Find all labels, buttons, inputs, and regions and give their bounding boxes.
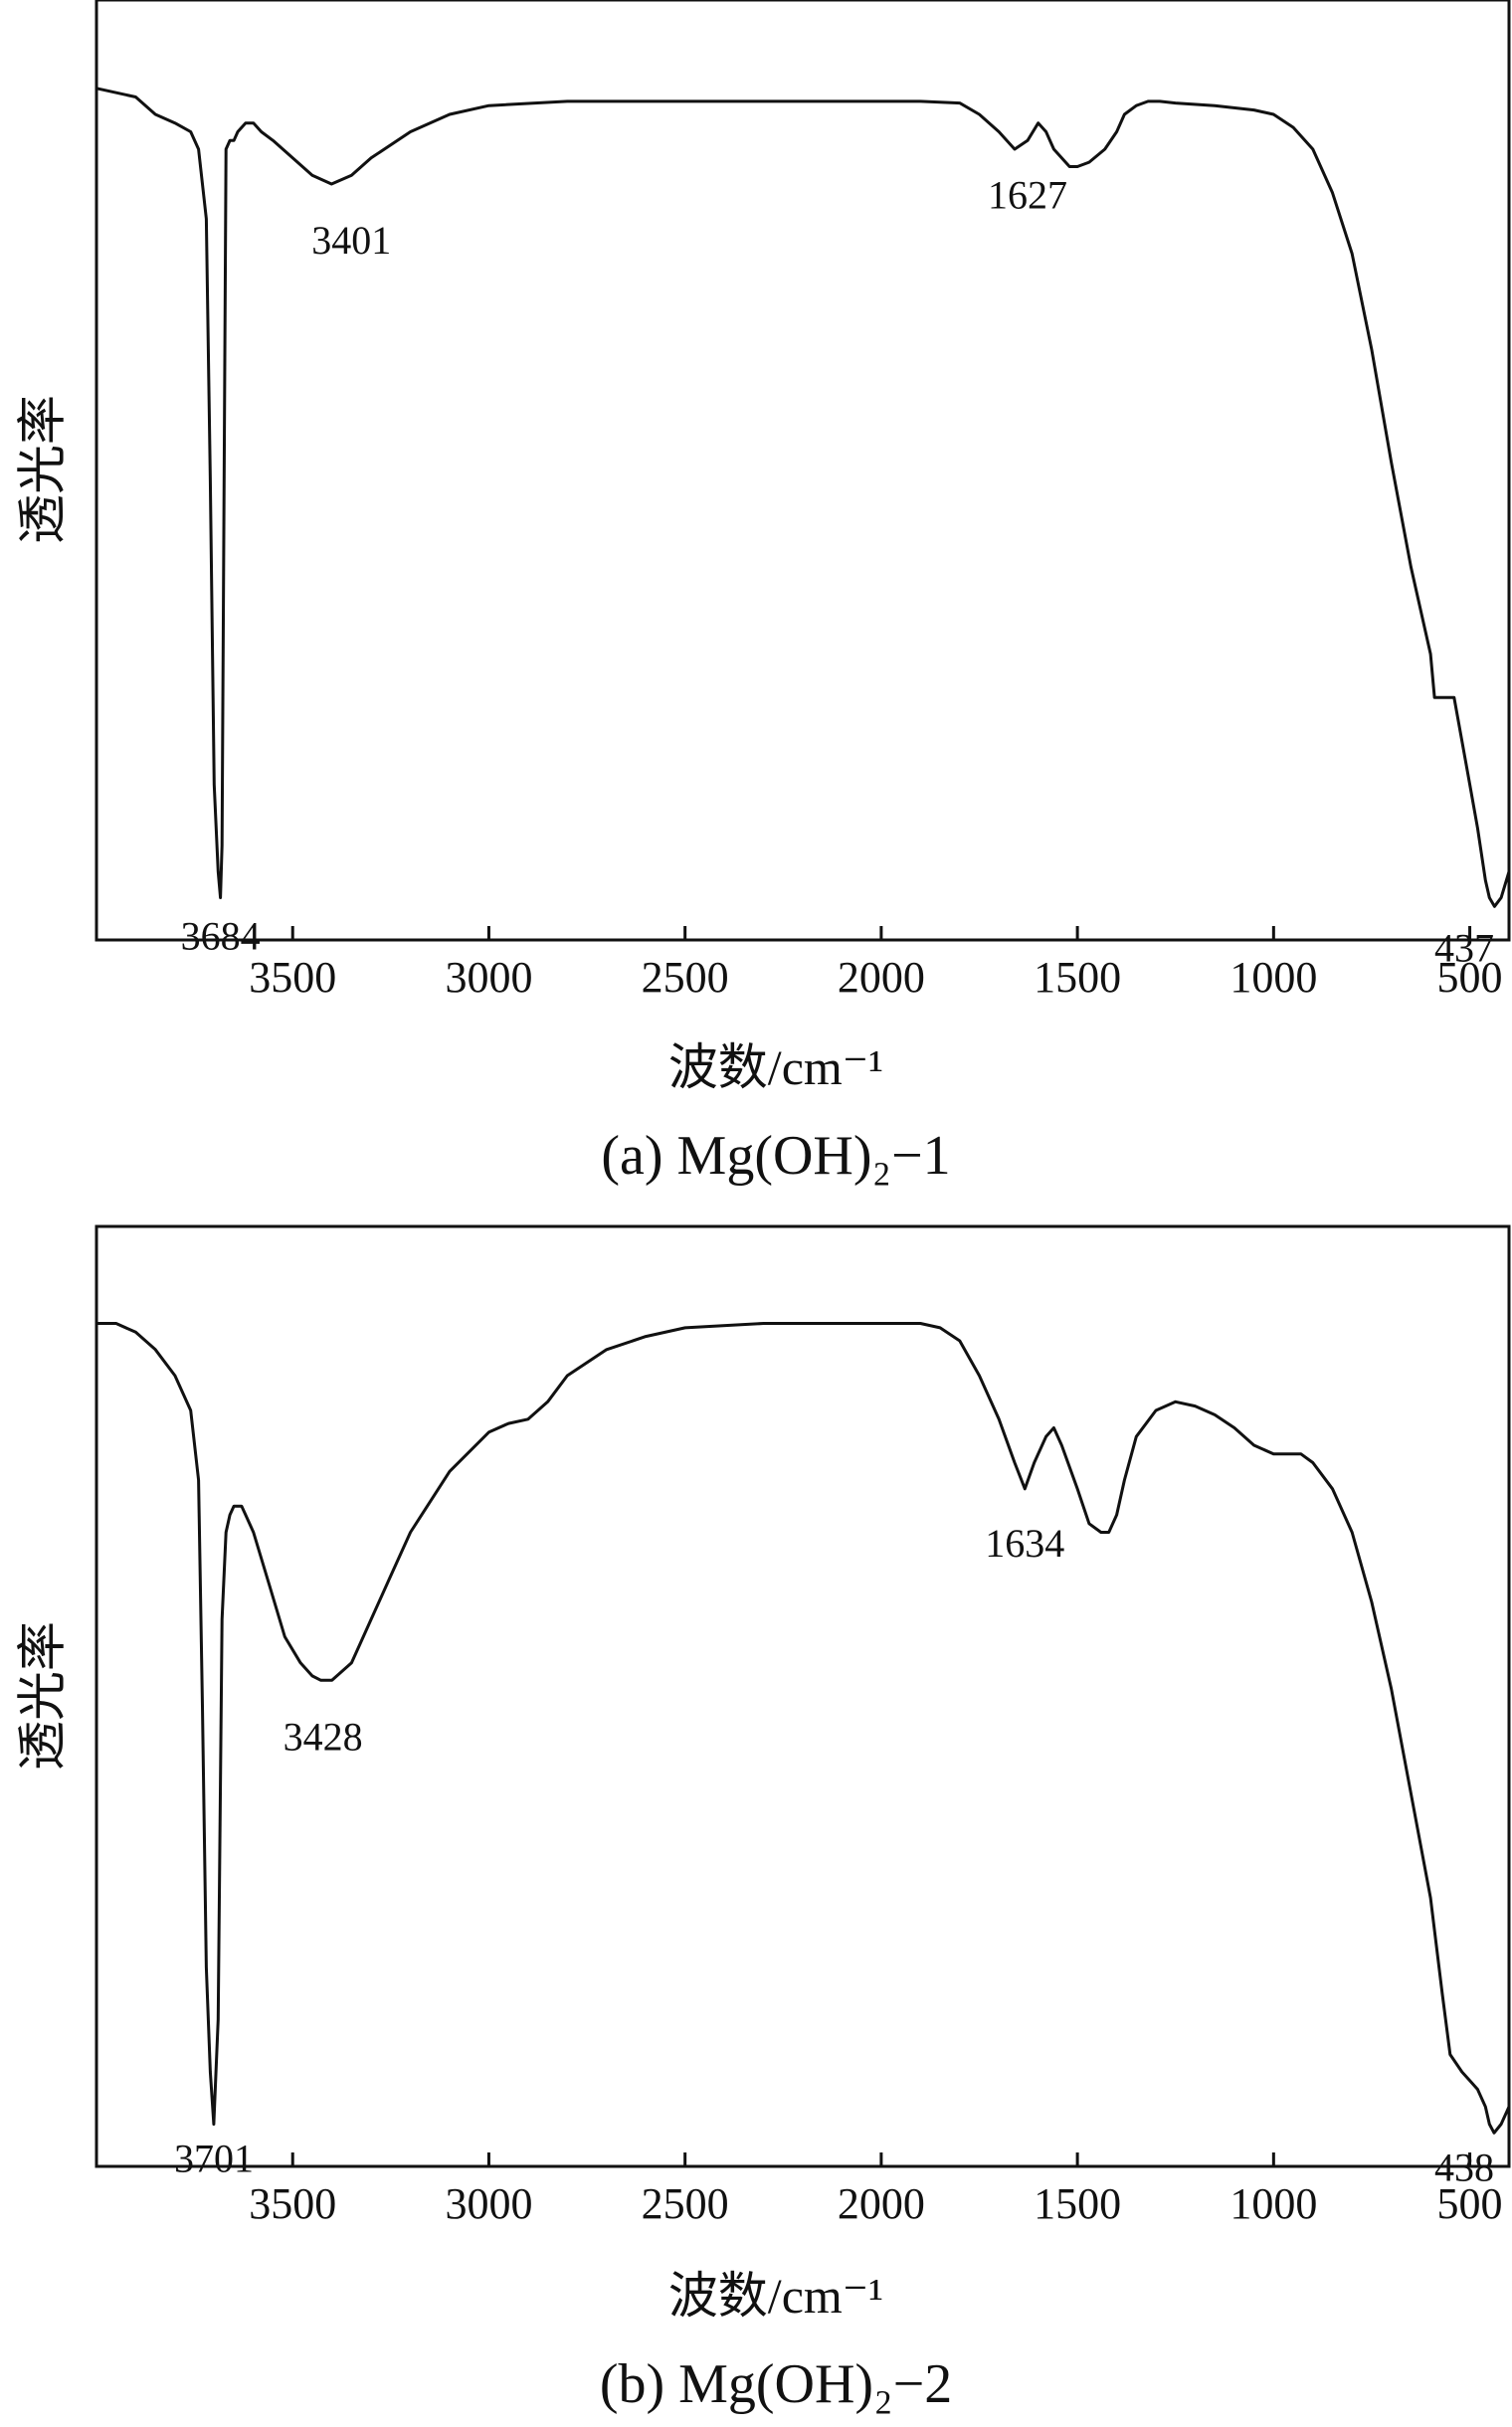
x-tick-label-a: 2000 (838, 953, 925, 1002)
plot-frame-a (94, 0, 1511, 942)
x-axis-ticks-a: 3500 3000 2500 2000 1500 1000 500 (249, 926, 1503, 1002)
plot-frame-b (94, 1224, 1511, 2168)
chart-caption-b: (b) Mg(OH)₂−2 (600, 2353, 952, 2415)
x-tick-label-b: 500 (1437, 2179, 1503, 2228)
peak-label-a: 3401 (311, 218, 391, 263)
x-tick-label-a: 3000 (445, 953, 532, 1002)
x-axis-label-b: 波数/cm⁻¹ (668, 2268, 883, 2324)
chart-panel-a: 3500 3000 2500 2000 1500 1000 500 3684 3401 1627… (14, 0, 1511, 1187)
x-tick-label-b: 2500 (642, 2179, 729, 2228)
peak-label-b: 3701 (174, 2137, 254, 2181)
peak-label-a: 1627 (988, 172, 1067, 217)
chart-panel-b: 3500 3000 2500 2000 1500 1000 500 3701 3428 1634… (14, 1224, 1511, 2415)
x-tick-label-a: 1500 (1034, 953, 1121, 1002)
peak-label-a: 437 (1434, 925, 1494, 970)
x-tick-label-b: 1000 (1229, 2179, 1317, 2228)
peak-labels-a: 3684 3401 1627 437 (181, 172, 1494, 970)
x-tick-label-b: 3500 (249, 2179, 336, 2228)
x-tick-label-b: 3000 (445, 2179, 532, 2228)
y-axis-label-a: 透光率 (14, 395, 70, 544)
x-tick-label-b: 1500 (1034, 2179, 1121, 2228)
x-tick-label-a: 1000 (1229, 953, 1317, 1002)
x-tick-label-a: 3500 (249, 953, 336, 1002)
spectrum-line-b (96, 1322, 1511, 2135)
spectrum-line-a (95, 87, 1511, 908)
y-axis-label-b: 透光率 (14, 1621, 70, 1771)
peak-label-b: 1634 (985, 1521, 1064, 1566)
peak-label-b: 3428 (284, 1714, 363, 1759)
x-tick-label-b: 2000 (838, 2179, 925, 2228)
peak-labels-b: 3701 3428 1634 438 (174, 1521, 1494, 2190)
x-axis-label-a: 波数/cm⁻¹ (668, 1039, 883, 1095)
x-axis-ticks-b: 3500 3000 2500 2000 1500 1000 500 (249, 2152, 1503, 2228)
x-tick-label-a: 2500 (642, 953, 729, 1002)
x-tick-label-a: 500 (1437, 953, 1503, 1002)
peak-label-b: 438 (1434, 2145, 1494, 2189)
chart-caption-a: (a) Mg(OH)₂−1 (601, 1125, 950, 1187)
peak-label-a: 3684 (181, 914, 261, 959)
